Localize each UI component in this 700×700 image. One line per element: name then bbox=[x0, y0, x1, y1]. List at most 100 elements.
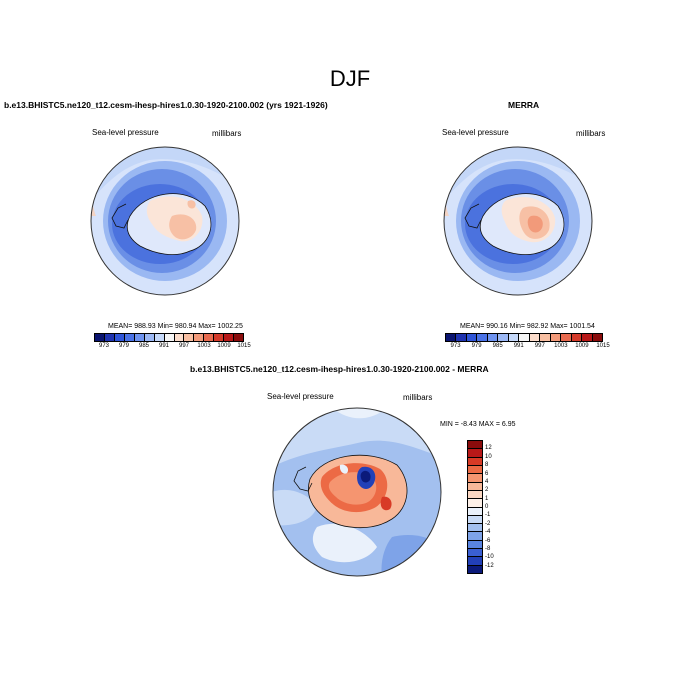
colorbar-box bbox=[468, 549, 482, 558]
colorbar-box bbox=[487, 334, 499, 341]
right-colorbar-boxes bbox=[445, 333, 603, 342]
colorbar-box bbox=[582, 334, 593, 341]
right-stats: MEAN= 990.16 Min= 982.92 Max= 1001.54 bbox=[460, 323, 595, 330]
colorbar-tick-label: 979 bbox=[118, 343, 130, 349]
colorbar-box bbox=[164, 334, 175, 341]
colorbar-box bbox=[561, 334, 572, 341]
colorbar-tick-label: 997 bbox=[534, 343, 545, 349]
colorbar-box bbox=[508, 334, 520, 341]
colorbar-tick-label: -4 bbox=[485, 529, 491, 536]
colorbar-tick-label: 1 bbox=[485, 495, 489, 502]
colorbar-tick-label: 997 bbox=[178, 343, 190, 349]
right-slp-colorbar: 973 979 985 991 997 1003 1009 1015 bbox=[445, 333, 610, 350]
left-colorbar-boxes bbox=[94, 333, 244, 342]
right-panel-title: MERRA bbox=[508, 100, 540, 110]
colorbar-box bbox=[519, 334, 530, 341]
colorbar-box bbox=[468, 565, 482, 573]
colorbar-box bbox=[124, 334, 135, 341]
colorbar-box bbox=[468, 465, 482, 475]
colorbar-tick-label: 1009 bbox=[575, 343, 589, 349]
colorbar-box bbox=[571, 334, 583, 341]
colorbar-box bbox=[468, 474, 482, 483]
colorbar-tick-label: -12 bbox=[485, 562, 494, 569]
colorbar-box bbox=[234, 334, 244, 341]
colorbar-tick-label: 985 bbox=[138, 343, 150, 349]
main-title: DJF bbox=[329, 66, 371, 91]
colorbar-tick-label: 973 bbox=[98, 343, 110, 349]
colorbar-tick-label: 1003 bbox=[197, 343, 211, 349]
colorbar-tick-label: 979 bbox=[471, 343, 482, 349]
colorbar-tick-label: -8 bbox=[485, 545, 491, 552]
colorbar-tick-label: 991 bbox=[158, 343, 170, 349]
left-units-label: millibars bbox=[212, 129, 242, 138]
colorbar-tick-label: 991 bbox=[513, 343, 524, 349]
colorbar-box bbox=[468, 449, 482, 458]
colorbar-box bbox=[468, 540, 482, 550]
colorbar-box bbox=[134, 334, 145, 341]
colorbar-box bbox=[498, 334, 509, 341]
colorbar-tick-label: 1009 bbox=[217, 343, 231, 349]
right-colorbar-ticks: 973 979 985 991 997 1003 1009 1015 bbox=[445, 342, 610, 350]
colorbar-tick-label: 12 bbox=[485, 445, 492, 452]
colorbar-box bbox=[468, 441, 482, 450]
difference-colorbar: 12 10 8 6 4 2 1 0 -1 -2 -4 -6 -8 -10 -12 bbox=[467, 440, 517, 574]
colorbar-tick-label: 6 bbox=[485, 470, 489, 477]
colorbar-tick-label: 985 bbox=[492, 343, 503, 349]
colorbar-box bbox=[214, 334, 225, 341]
colorbar-tick-label: 1015 bbox=[237, 343, 251, 349]
left-stats: MEAN= 988.93 Min= 980.94 Max= 1002.25 bbox=[108, 323, 243, 330]
colorbar-box bbox=[468, 499, 482, 508]
colorbar-box bbox=[468, 532, 482, 541]
bottom-variable-label: Sea-level pressure bbox=[267, 392, 334, 401]
bottom-panel-title: b.e13.BHISTC5.ne120_t12.cesm-ihesp-hires… bbox=[190, 364, 489, 374]
difference-colorbar-ticks: 12 10 8 6 4 2 1 0 -1 -2 -4 -6 -8 -10 -12 bbox=[485, 440, 515, 574]
colorbar-box bbox=[550, 334, 562, 341]
colorbar-box bbox=[144, 334, 155, 341]
colorbar-box bbox=[204, 334, 215, 341]
colorbar-tick-label: 4 bbox=[485, 478, 489, 485]
right-slp-map bbox=[443, 146, 593, 296]
colorbar-box bbox=[468, 507, 482, 516]
colorbar-box bbox=[540, 334, 551, 341]
colorbar-box bbox=[184, 334, 195, 341]
colorbar-box bbox=[468, 524, 482, 533]
colorbar-box bbox=[592, 334, 603, 341]
colorbar-box bbox=[468, 490, 482, 500]
colorbar-box bbox=[468, 482, 482, 491]
right-variable-label: Sea-level pressure bbox=[442, 128, 509, 137]
colorbar-tick-label: 1003 bbox=[554, 343, 568, 349]
left-variable-label: Sea-level pressure bbox=[92, 128, 159, 137]
left-panel-title: b.e13.BHISTC5.ne120_t12.cesm-ihesp-hires… bbox=[4, 100, 328, 110]
colorbar-tick-label: -10 bbox=[485, 554, 494, 561]
colorbar-tick-label: 0 bbox=[485, 504, 489, 510]
colorbar-box bbox=[468, 515, 482, 525]
colorbar-box bbox=[95, 334, 105, 341]
colorbar-tick-label: 1015 bbox=[596, 343, 610, 349]
colorbar-tick-label: 10 bbox=[485, 453, 492, 460]
bottom-units-label: millibars bbox=[403, 393, 433, 402]
left-slp-map bbox=[90, 146, 240, 296]
colorbar-tick-label: 8 bbox=[485, 462, 489, 469]
colorbar-box bbox=[224, 334, 235, 341]
colorbar-box bbox=[456, 334, 467, 341]
colorbar-box bbox=[529, 334, 541, 341]
colorbar-tick-label: 973 bbox=[450, 343, 461, 349]
colorbar-box bbox=[174, 334, 185, 341]
colorbar-tick-label: -6 bbox=[485, 537, 491, 544]
colorbar-tick-label: -2 bbox=[485, 520, 491, 527]
colorbar-box bbox=[466, 334, 478, 341]
right-units-label: millibars bbox=[576, 129, 606, 138]
bottom-stats: MIN = -8.43 MAX = 6.95 bbox=[440, 421, 516, 428]
colorbar-box bbox=[468, 557, 482, 566]
colorbar-box bbox=[104, 334, 115, 341]
left-slp-colorbar: 973 979 985 991 997 1003 1009 1015 bbox=[94, 333, 251, 350]
colorbar-box bbox=[446, 334, 457, 341]
colorbar-box bbox=[154, 334, 165, 341]
left-colorbar-ticks: 973 979 985 991 997 1003 1009 1015 bbox=[94, 342, 251, 350]
colorbar-box bbox=[477, 334, 488, 341]
difference-map bbox=[272, 407, 442, 577]
colorbar-box bbox=[194, 334, 205, 341]
colorbar-box bbox=[468, 457, 482, 466]
colorbar-box bbox=[114, 334, 125, 341]
colorbar-tick-label: -1 bbox=[485, 512, 491, 519]
